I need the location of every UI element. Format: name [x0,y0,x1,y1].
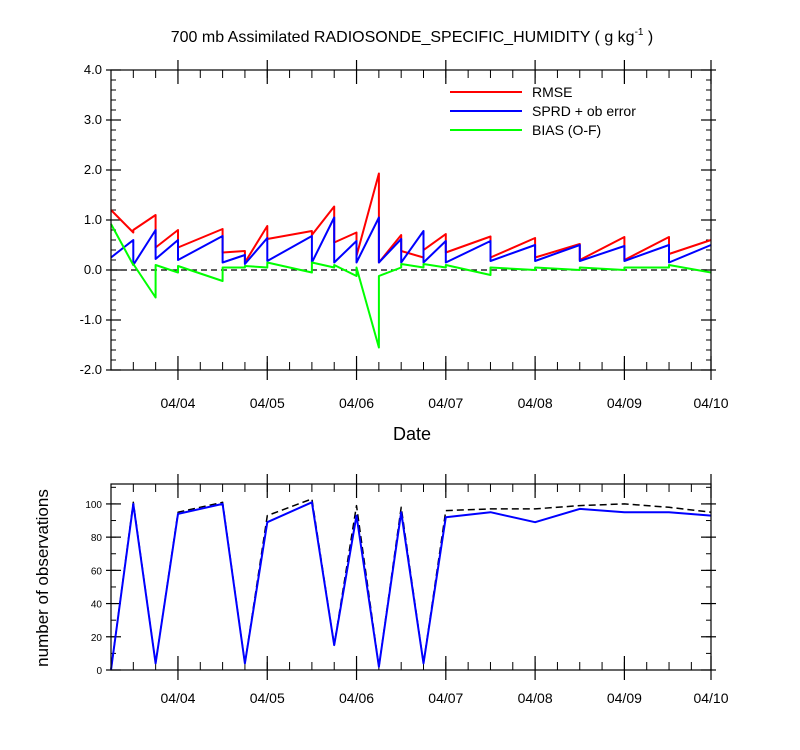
x-tick-label: 04/08 [518,395,553,411]
bottom-plot-frame [110,483,712,671]
series-line-sprd-ob-error [110,216,712,266]
legend-entry: SPRD + ob error [450,103,636,119]
legend: RMSE SPRD + ob error BIAS (O-F) [450,84,636,138]
y-tick-label: 100 [85,500,102,511]
x-axis-label: Date [393,424,431,444]
x-tick-label: 04/07 [428,395,463,411]
legend-label: RMSE [532,84,572,100]
y-tick-label: 20 [91,633,103,644]
legend-label: SPRD + ob error [532,103,636,119]
y-tick-label: 80 [91,533,103,544]
top-plot: 4.03.02.01.00.0-1.0-2.0 04/04 04/05 04/06 0… [80,60,729,411]
y-tick-label: -1.0 [80,312,102,327]
y-tick-label: 2.0 [84,162,102,177]
y-tick-label: 40 [91,600,103,611]
series-line-rmse [110,172,712,264]
x-tick-label: 04/05 [250,395,285,411]
bottom-x-tick-labels: 04/04 04/05 04/06 04/07 04/08 04/09 04/10 [160,690,728,706]
x-tick-label: 04/07 [428,690,463,706]
chart-title-end: ) [643,29,653,46]
series-line-assimilated-observations [110,501,712,671]
x-tick-label: 04/09 [607,395,642,411]
x-tick-label: 04/08 [518,690,553,706]
x-tick-label: 04/10 [693,690,728,706]
y-tick-label: -2.0 [80,362,102,377]
x-tick-label: 04/06 [339,690,374,706]
chart-title-superscript: -1 [635,27,644,38]
top-x-tick-labels: 04/04 04/05 04/06 04/07 04/08 04/09 04/10 [160,395,728,411]
series-line-bias-o-f [110,223,712,349]
chart-title: 700 mb Assimilated RADIOSONDE_SPECIFIC_H… [171,27,654,46]
top-series-lines [110,172,712,349]
y-tick-label: 0 [96,666,102,677]
top-y-tick-labels: 4.0 3.0 2.0 1.0 0.0 -1.0 -2.0 [80,62,102,377]
top-plot-frame [110,69,712,371]
x-tick-label: 04/09 [607,690,642,706]
bottom-series-lines [110,498,712,671]
x-tick-label: 04/06 [339,395,374,411]
y-tick-label: 4.0 [84,62,102,77]
x-tick-label: 04/04 [160,395,195,411]
legend-label: BIAS (O-F) [532,122,601,138]
bottom-axis-ticks [106,474,716,680]
y-tick-label: 3.0 [84,112,102,127]
y-tick-label: 1.0 [84,212,102,227]
chart-title-main: 700 mb Assimilated RADIOSONDE_SPECIFIC_H… [171,29,635,46]
x-tick-label: 04/10 [693,395,728,411]
x-tick-label: 04/05 [250,690,285,706]
x-tick-label: 04/04 [160,690,195,706]
bottom-y-tick-labels: 0 20 40 60 80 100 [85,500,102,677]
legend-entry: RMSE [450,84,572,100]
y-axis-label: number of observations [33,489,52,667]
y-tick-label: 60 [91,566,103,577]
y-tick-label: 0.0 [84,262,102,277]
legend-entry: BIAS (O-F) [450,122,601,138]
